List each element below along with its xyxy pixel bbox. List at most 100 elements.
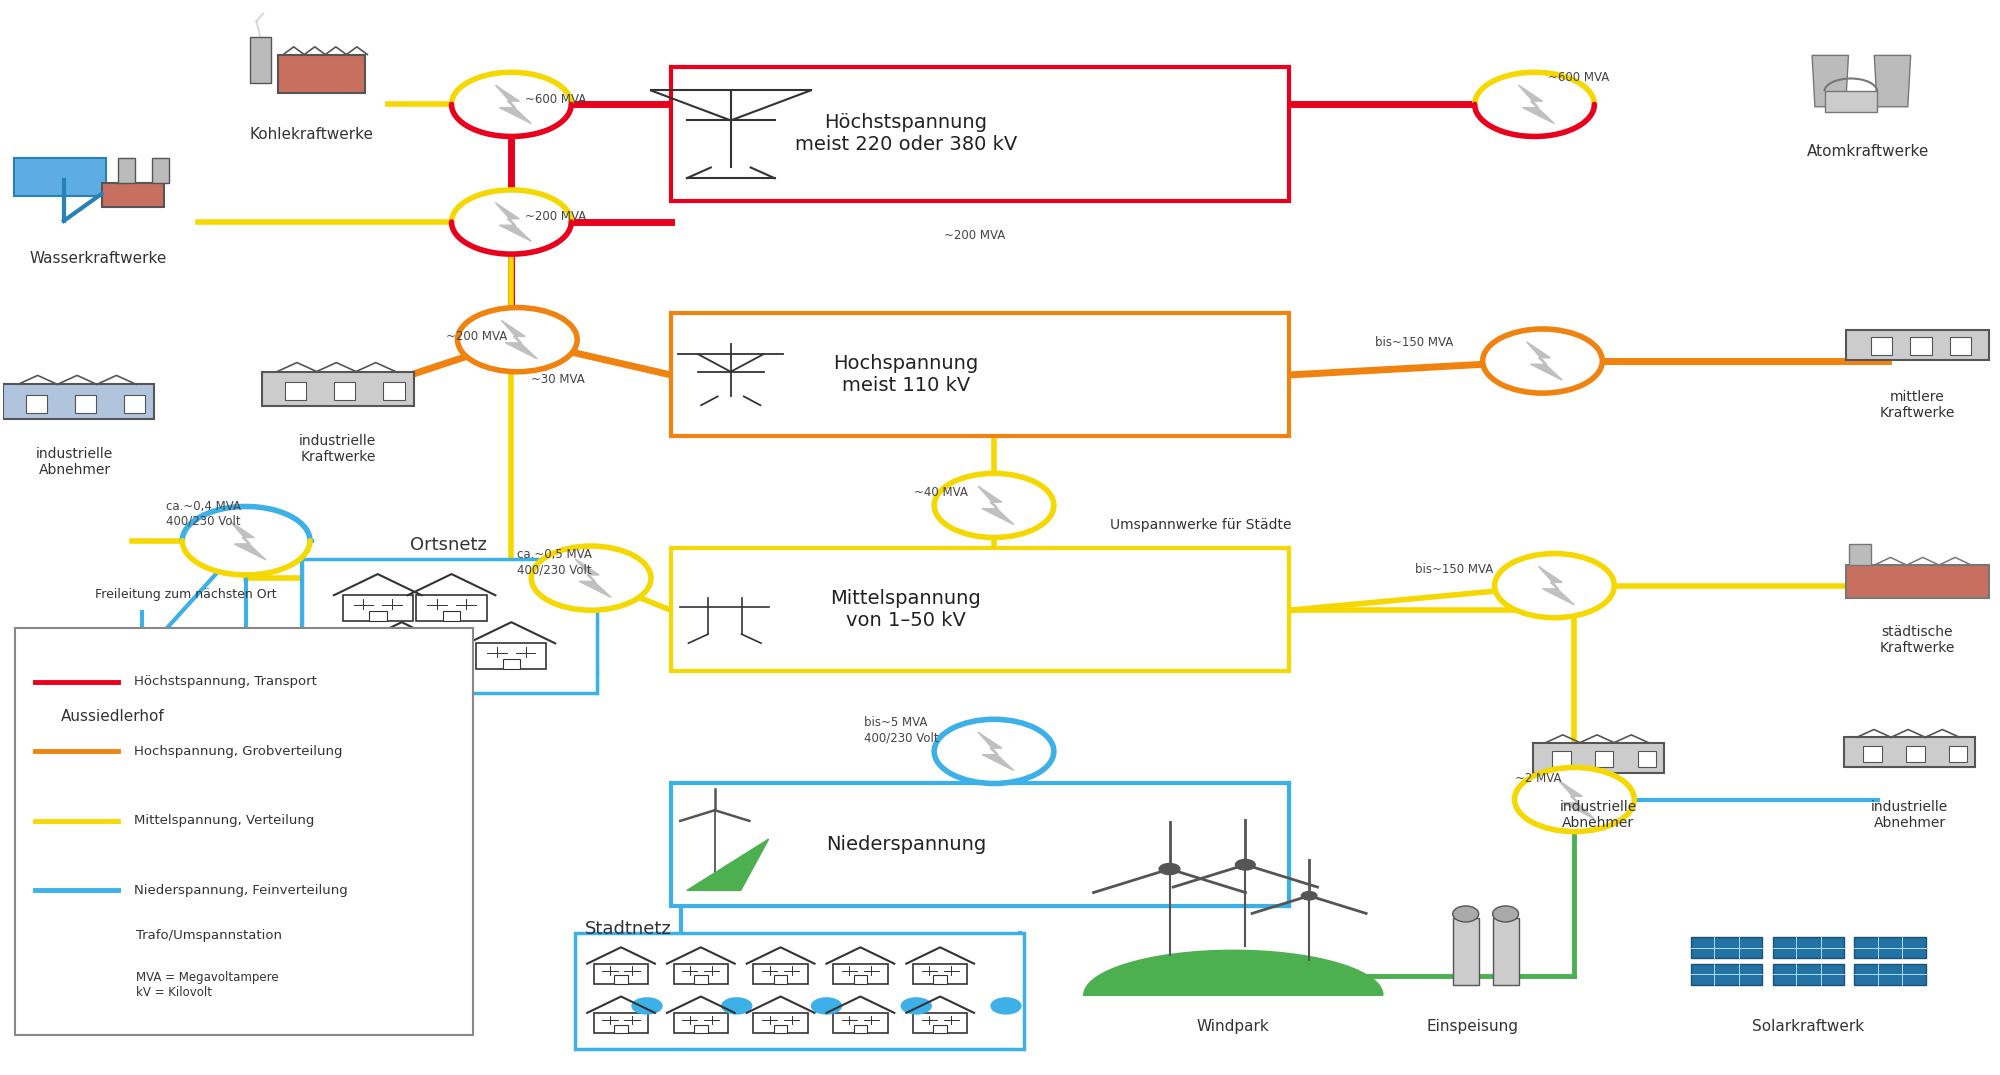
Polygon shape: [496, 85, 532, 124]
Text: Höchstspannung
meist 220 oder 380 kV: Höchstspannung meist 220 oder 380 kV: [794, 113, 1016, 155]
Text: Umspannwerke für Städte: Umspannwerke für Städte: [1110, 518, 1292, 532]
FancyBboxPatch shape: [124, 395, 146, 413]
Text: Aussiedlerhof: Aussiedlerhof: [60, 708, 164, 723]
Text: bis~150 MVA: bis~150 MVA: [1374, 336, 1454, 349]
Text: ~200 MVA: ~200 MVA: [526, 211, 586, 224]
FancyBboxPatch shape: [614, 1024, 628, 1033]
FancyBboxPatch shape: [284, 382, 306, 400]
FancyBboxPatch shape: [1906, 746, 1924, 762]
Polygon shape: [1558, 780, 1594, 819]
Circle shape: [934, 473, 1054, 538]
FancyBboxPatch shape: [118, 158, 136, 183]
FancyBboxPatch shape: [614, 975, 628, 984]
Text: ~30 MVA: ~30 MVA: [532, 373, 586, 386]
FancyBboxPatch shape: [754, 1013, 808, 1033]
Text: bis~150 MVA: bis~150 MVA: [1414, 563, 1494, 576]
Text: industrielle
Abnehmer: industrielle Abnehmer: [1870, 800, 1948, 830]
FancyBboxPatch shape: [342, 596, 412, 621]
Polygon shape: [1538, 567, 1574, 605]
Polygon shape: [1518, 85, 1554, 124]
FancyBboxPatch shape: [914, 963, 968, 984]
Text: ~2 MVA: ~2 MVA: [1514, 772, 1562, 785]
FancyBboxPatch shape: [74, 395, 96, 413]
FancyBboxPatch shape: [262, 372, 414, 406]
FancyBboxPatch shape: [834, 963, 888, 984]
Circle shape: [1482, 329, 1602, 393]
FancyBboxPatch shape: [854, 975, 868, 984]
FancyBboxPatch shape: [774, 1024, 788, 1033]
FancyBboxPatch shape: [1950, 338, 1972, 355]
FancyBboxPatch shape: [914, 1013, 968, 1033]
FancyBboxPatch shape: [152, 158, 168, 183]
Polygon shape: [60, 916, 96, 955]
Circle shape: [992, 998, 1020, 1014]
Text: Ortsnetz: Ortsnetz: [410, 536, 486, 554]
Text: städtische
Kraftwerke: städtische Kraftwerke: [1880, 626, 1956, 656]
Text: ~600 MVA: ~600 MVA: [1548, 71, 1610, 84]
FancyBboxPatch shape: [334, 382, 356, 400]
Circle shape: [28, 909, 124, 961]
FancyBboxPatch shape: [1870, 338, 1892, 355]
Text: Einspeisung: Einspeisung: [1426, 1019, 1518, 1034]
Text: Höchstspannung, Transport: Höchstspannung, Transport: [134, 675, 318, 688]
Circle shape: [812, 998, 842, 1014]
Polygon shape: [502, 320, 538, 359]
Text: mittlere
Kraftwerke: mittlere Kraftwerke: [1880, 390, 1956, 420]
FancyBboxPatch shape: [694, 975, 708, 984]
Polygon shape: [496, 203, 532, 241]
Text: ~40 MVA: ~40 MVA: [914, 486, 968, 499]
FancyBboxPatch shape: [1532, 743, 1664, 773]
FancyBboxPatch shape: [134, 683, 152, 692]
FancyBboxPatch shape: [502, 659, 520, 670]
FancyBboxPatch shape: [392, 659, 410, 670]
FancyBboxPatch shape: [1948, 746, 1968, 762]
FancyBboxPatch shape: [368, 611, 386, 621]
Text: Mittelspannung, Verteilung: Mittelspannung, Verteilung: [134, 815, 314, 828]
FancyBboxPatch shape: [674, 1013, 728, 1033]
Circle shape: [1514, 768, 1634, 832]
FancyBboxPatch shape: [2, 385, 154, 419]
Text: Wasserkraftwerke: Wasserkraftwerke: [30, 250, 168, 266]
Ellipse shape: [1452, 906, 1478, 922]
Polygon shape: [686, 840, 768, 890]
Circle shape: [458, 307, 578, 372]
FancyBboxPatch shape: [26, 395, 46, 413]
Text: industrielle
Abnehmer: industrielle Abnehmer: [1560, 800, 1636, 830]
FancyBboxPatch shape: [1772, 937, 1844, 958]
Polygon shape: [1874, 56, 1910, 106]
Text: Kohlekraftwerke: Kohlekraftwerke: [250, 127, 374, 142]
FancyBboxPatch shape: [670, 548, 1290, 671]
FancyBboxPatch shape: [1596, 751, 1614, 768]
Text: Hochspannung
meist 110 kV: Hochspannung meist 110 kV: [834, 354, 978, 395]
FancyBboxPatch shape: [442, 611, 460, 621]
Circle shape: [902, 998, 932, 1014]
FancyBboxPatch shape: [576, 933, 1024, 1049]
Text: Niederspannung, Feinverteilung: Niederspannung, Feinverteilung: [134, 884, 348, 897]
FancyBboxPatch shape: [670, 784, 1290, 906]
Circle shape: [1302, 891, 1316, 900]
Text: Hochspannung, Grobverteilung: Hochspannung, Grobverteilung: [134, 745, 342, 758]
Text: industrielle
Abnehmer: industrielle Abnehmer: [36, 446, 114, 477]
FancyBboxPatch shape: [14, 158, 106, 196]
Polygon shape: [230, 521, 266, 560]
FancyBboxPatch shape: [416, 596, 486, 621]
FancyBboxPatch shape: [250, 37, 270, 83]
Polygon shape: [978, 732, 1014, 771]
FancyBboxPatch shape: [934, 1024, 946, 1033]
FancyBboxPatch shape: [594, 1013, 648, 1033]
Polygon shape: [1084, 950, 1382, 995]
Text: Trafo/Umspannstation: Trafo/Umspannstation: [136, 929, 282, 942]
Circle shape: [1494, 554, 1614, 618]
FancyBboxPatch shape: [1844, 737, 1976, 768]
FancyBboxPatch shape: [754, 963, 808, 984]
FancyBboxPatch shape: [254, 671, 270, 679]
FancyBboxPatch shape: [14, 629, 474, 1035]
FancyBboxPatch shape: [834, 1013, 888, 1033]
Text: ~600 MVA: ~600 MVA: [526, 92, 586, 105]
Text: ca.~0,4 MVA
400/230 Volt: ca.~0,4 MVA 400/230 Volt: [166, 500, 242, 528]
Circle shape: [182, 506, 310, 575]
FancyBboxPatch shape: [1692, 937, 1762, 958]
FancyBboxPatch shape: [1552, 751, 1570, 768]
FancyBboxPatch shape: [934, 975, 946, 984]
Text: Mittelspannung
von 1–50 kV: Mittelspannung von 1–50 kV: [830, 589, 982, 630]
